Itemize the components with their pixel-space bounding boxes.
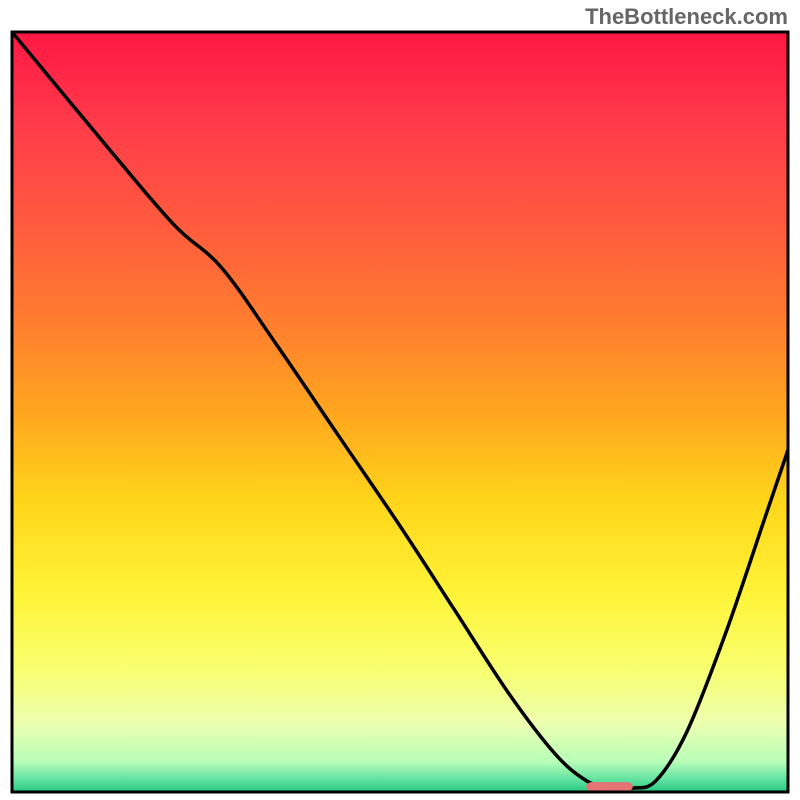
- gradient-background: [12, 32, 788, 792]
- bottleneck-chart: [0, 0, 800, 800]
- optimal-marker: [586, 782, 633, 791]
- watermark-text: TheBottleneck.com: [585, 4, 788, 30]
- chart-container: TheBottleneck.com: [0, 0, 800, 800]
